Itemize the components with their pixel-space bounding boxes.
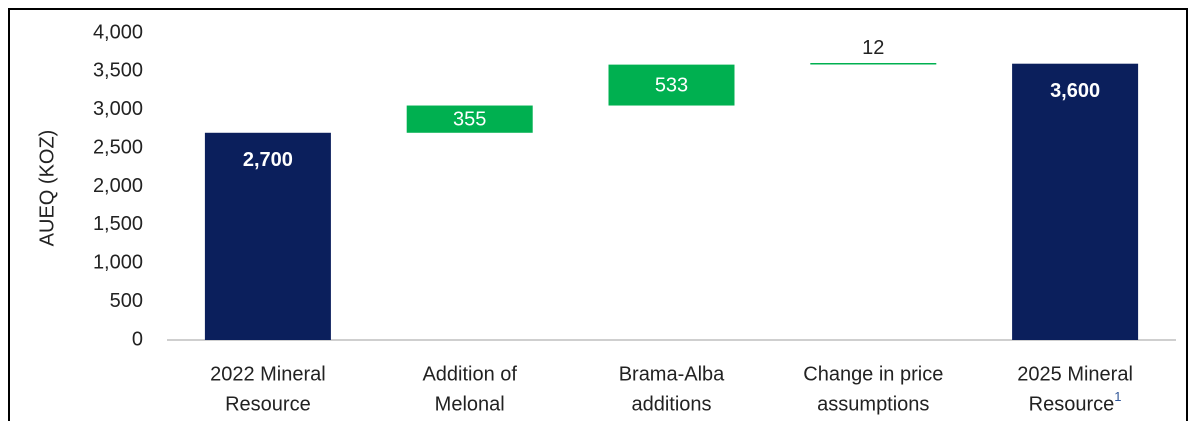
x-tick-label: Resource1: [1029, 389, 1122, 415]
bar: [608, 64, 735, 106]
footnote-marker: 1: [1114, 389, 1121, 404]
y-tick-label: 4,000: [93, 21, 143, 43]
x-tick-label: assumptions: [817, 393, 929, 415]
y-tick-label: 1,500: [93, 213, 143, 235]
y-tick-label: 2,000: [93, 175, 143, 197]
y-axis-title: AUEQ (KOZ): [36, 130, 58, 247]
y-tick-label: 2,500: [93, 136, 143, 158]
y-tick-label: 3,500: [93, 60, 143, 82]
value-label: 355: [453, 108, 486, 130]
value-label: 12: [862, 37, 884, 59]
bar: [1012, 63, 1139, 340]
x-tick-label: Change in price: [803, 363, 943, 385]
x-tick-label: Melonal: [435, 393, 505, 415]
value-label: 3,600: [1050, 80, 1100, 102]
x-tick-label: additions: [631, 393, 711, 415]
x-tick-label: Addition of: [422, 363, 517, 385]
y-tick-label: 1,000: [93, 252, 143, 274]
value-label: 533: [655, 74, 688, 96]
x-tick-label: 2022 Mineral: [210, 363, 326, 385]
y-tick-label: 3,000: [93, 98, 143, 120]
y-tick-label: 0: [132, 328, 143, 350]
x-tick-label: Resource: [225, 393, 311, 415]
value-label: 2,700: [243, 149, 293, 171]
frame: [8, 8, 1188, 421]
x-tick-label: Brama-Alba: [619, 363, 725, 385]
bar: [406, 105, 533, 133]
y-tick-label: 500: [110, 290, 143, 312]
bar: [204, 132, 331, 340]
x-tick-label: 2025 Mineral: [1017, 363, 1133, 385]
